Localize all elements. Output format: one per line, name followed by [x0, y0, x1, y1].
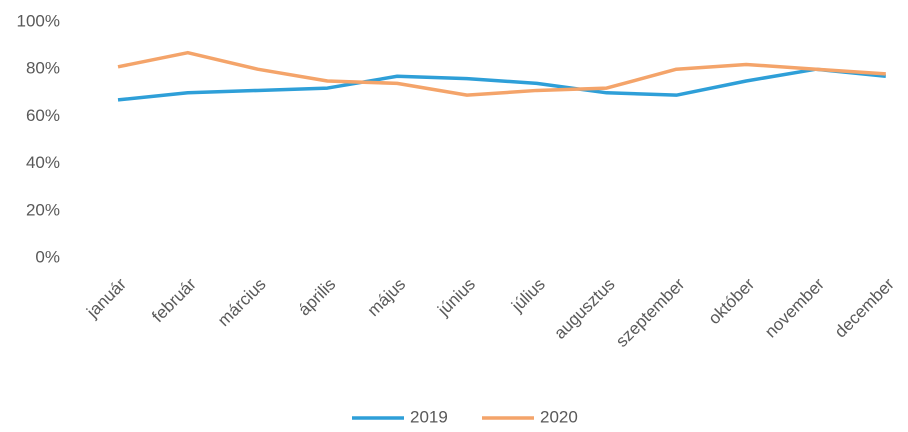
y-tick-label: 80%: [26, 59, 60, 78]
legend-label: 2020: [540, 407, 578, 426]
y-tick-label: 20%: [26, 200, 60, 219]
x-tick-label: augusztus: [550, 275, 618, 343]
y-tick-label: 60%: [26, 106, 60, 125]
y-tick-label: 100%: [17, 11, 60, 30]
x-tick-label: május: [364, 275, 410, 321]
x-tick-label: április: [295, 275, 340, 320]
x-tick-label: december: [831, 274, 898, 341]
y-tick-label: 40%: [26, 153, 60, 172]
y-tick-label: 0%: [35, 247, 60, 266]
legend-label: 2019: [410, 407, 448, 426]
x-tick-label: november: [761, 274, 828, 341]
x-tick-label: szeptember: [612, 274, 688, 350]
x-tick-label: június: [433, 275, 479, 321]
x-tick-label: október: [705, 274, 759, 328]
x-tick-label: január: [82, 274, 130, 322]
x-tick-label: február: [148, 274, 200, 326]
legend: 2019 2020: [352, 407, 578, 426]
line-series: [117, 67, 886, 102]
x-tick-label: március: [214, 275, 270, 331]
line-series: [117, 50, 886, 97]
x-tick-label: július: [507, 275, 549, 317]
